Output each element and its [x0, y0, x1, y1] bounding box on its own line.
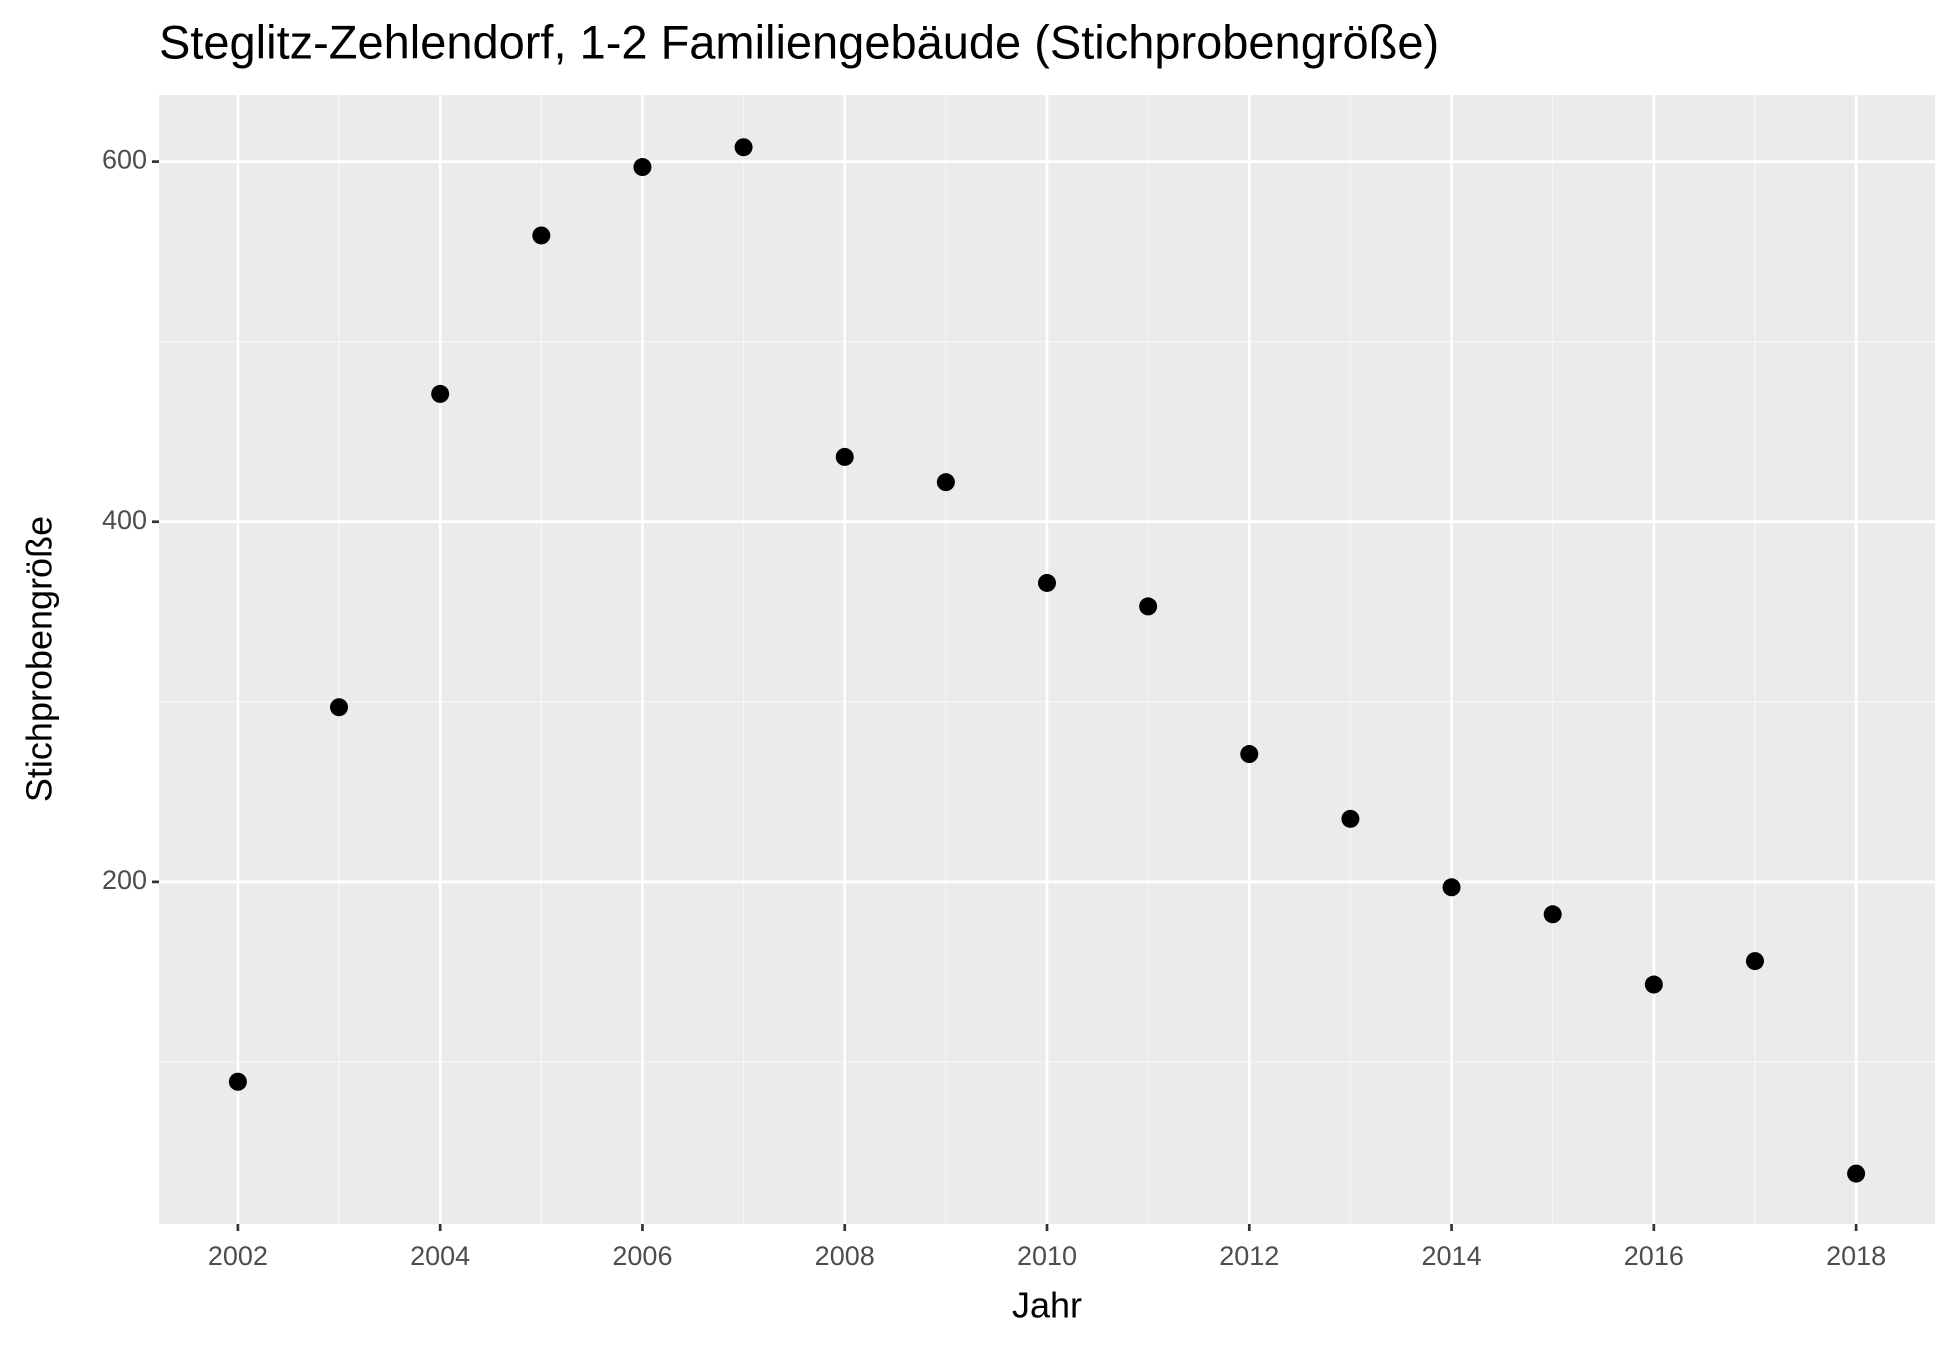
x-tick-label: 2016: [1624, 1241, 1684, 1271]
point: [431, 384, 450, 403]
point: [1644, 975, 1663, 994]
chart-title: Steglitz-Zehlendorf, 1-2 Familiengebäude…: [159, 15, 1439, 68]
point: [1240, 745, 1259, 764]
point: [228, 1072, 247, 1091]
x-tick-label: 2012: [1219, 1241, 1279, 1271]
point: [1745, 952, 1764, 971]
y-tick-label: 400: [102, 505, 147, 535]
x-tick-label: 2010: [1017, 1241, 1077, 1271]
x-axis-title: Jahr: [1012, 1285, 1082, 1326]
point: [1847, 1164, 1866, 1183]
point: [1139, 597, 1158, 616]
point: [532, 226, 551, 245]
point: [1442, 878, 1461, 897]
point: [835, 447, 854, 466]
point: [1341, 809, 1360, 828]
x-tick-label: 2008: [815, 1241, 875, 1271]
x-tick-label: 2014: [1422, 1241, 1482, 1271]
point: [633, 158, 652, 177]
grid: [159, 95, 1935, 1224]
x-tick-label: 2004: [410, 1241, 470, 1271]
y-tick-label: 600: [102, 145, 147, 175]
x-tick-label: 2018: [1826, 1241, 1886, 1271]
point: [936, 473, 955, 492]
point: [1543, 905, 1562, 924]
y-axis-title: Stichprobengröße: [19, 516, 60, 802]
x-tick-label: 2006: [612, 1241, 672, 1271]
point: [1038, 573, 1056, 592]
point: [330, 698, 349, 717]
y-tick-label: 200: [102, 865, 147, 895]
marks: [228, 138, 1866, 1183]
x-tick-label: 2002: [208, 1241, 268, 1271]
point: [734, 138, 753, 157]
